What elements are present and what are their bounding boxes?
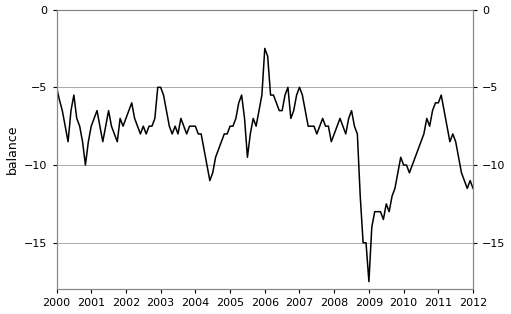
Y-axis label: balance: balance — [6, 125, 18, 174]
